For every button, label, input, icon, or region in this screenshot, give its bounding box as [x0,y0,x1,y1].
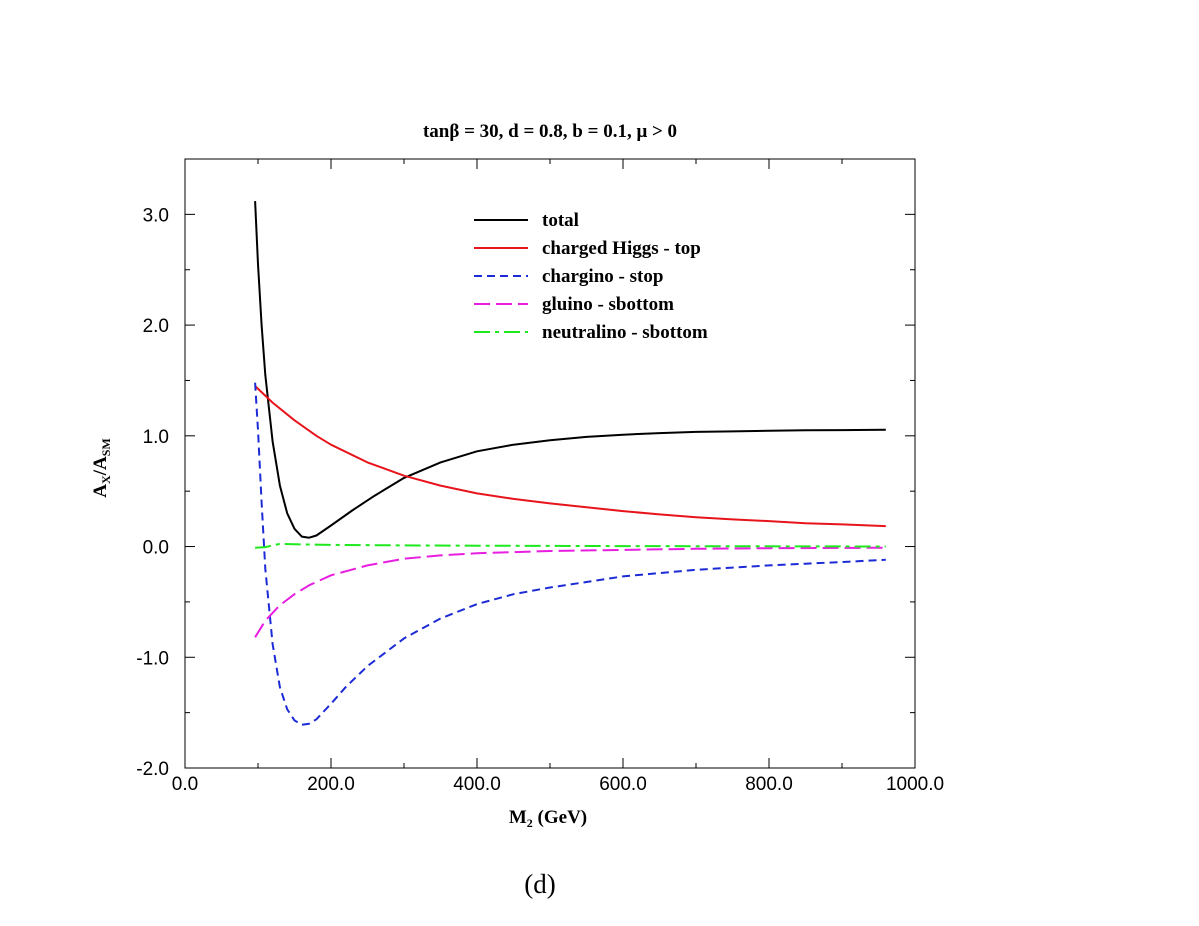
legend-label-4: neutralino - sbottom [542,322,708,343]
y-tick-labels: -2.0 -1.0 0.0 1.0 2.0 3.0 [136,205,169,780]
y-axis-label-subscript-sm: SM [99,438,113,456]
x-axis-label-main: M [509,807,527,828]
y-tick-label: -1.0 [136,648,169,669]
axis-ticks [184,159,916,769]
y-tick-label: -2.0 [136,759,169,780]
series-line-1 [254,385,886,528]
y-axis-label-slash: /A [90,456,111,476]
x-axis-label-unit: (GeV) [533,807,587,828]
y-axis-label-main: A [90,484,111,498]
x-tick-label: 600.0 [599,774,647,795]
series-line-0 [254,201,886,539]
legend-label-1: charged Higgs - top [542,238,701,259]
series-line-2 [254,382,886,726]
series-lines [254,201,886,726]
x-tick-label: 400.0 [453,774,501,795]
legend-label-3: gluino - sbottom [542,294,674,315]
x-axis-label-subscript: 2 [527,816,533,830]
y-tick-label: 3.0 [143,205,169,226]
series-line-4 [255,542,886,549]
x-tick-label: 800.0 [745,774,793,795]
legend-label-2: chargino - stop [542,266,663,287]
x-axis-label: M2 (GeV) [509,807,587,830]
y-axis-label: AX/ASM [90,438,113,497]
y-tick-label: 2.0 [143,316,169,337]
figure-caption: (d) [524,869,555,899]
x-tick-label: 1000.0 [886,774,944,795]
x-tick-labels: 0.0 200.0 400.0 600.0 800.0 1000.0 [172,774,944,795]
series-line-3 [254,546,886,638]
y-axis-label-subscript-x: X [99,475,113,484]
y-tick-label: 1.0 [143,427,169,448]
y-tick-label: 0.0 [143,538,169,559]
chart-title: tanβ = 30, d = 0.8, b = 0.1, μ > 0 [423,121,677,142]
legend: total charged Higgs - top chargino - stop g… [474,210,708,343]
legend-label-0: total [542,210,579,231]
x-tick-label: 200.0 [307,774,355,795]
x-tick-label: 0.0 [172,774,198,795]
